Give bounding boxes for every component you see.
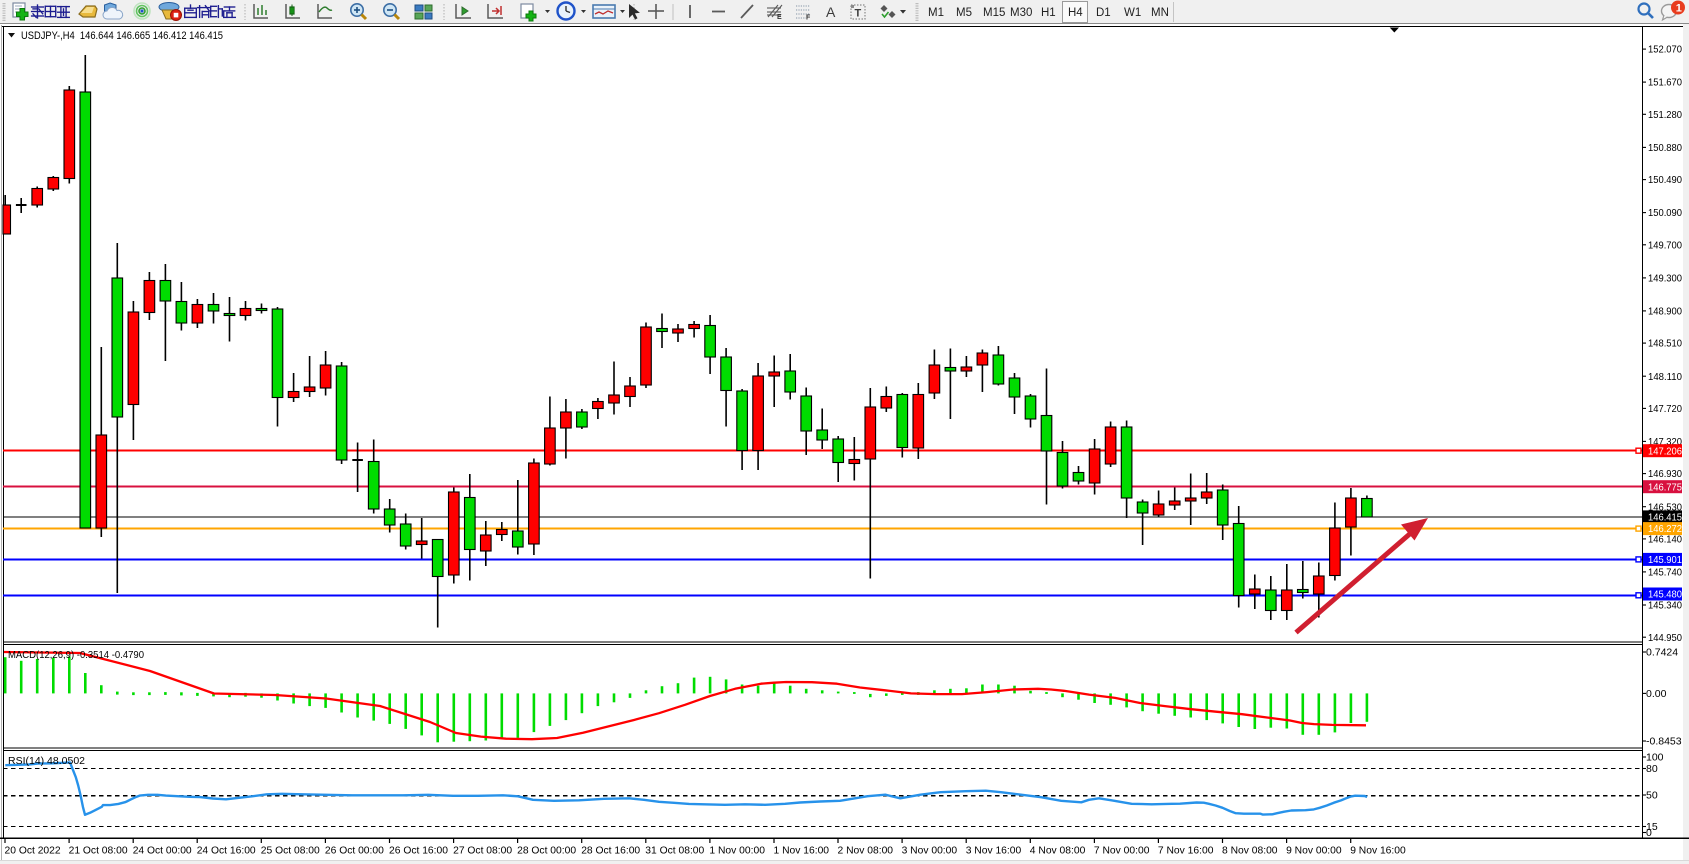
svg-text:146.775: 146.775: [1648, 481, 1682, 493]
svg-text:145.901: 145.901: [1648, 554, 1682, 566]
svg-text:145.480: 145.480: [1648, 589, 1682, 601]
svg-text:3 Nov 00:00: 3 Nov 00:00: [902, 846, 958, 857]
svg-text:50: 50: [1646, 790, 1658, 802]
svg-text:147.720: 147.720: [1648, 403, 1682, 415]
svg-text:28 Oct 00:00: 28 Oct 00:00: [517, 846, 576, 857]
svg-text:31 Oct 08:00: 31 Oct 08:00: [645, 846, 704, 857]
svg-text:1 Nov 16:00: 1 Nov 16:00: [774, 846, 830, 857]
svg-text:M15: M15: [983, 7, 1005, 19]
svg-text:148.110: 148.110: [1648, 371, 1682, 383]
svg-text:25 Oct 08:00: 25 Oct 08:00: [261, 846, 320, 857]
svg-text:146.530: 146.530: [1648, 501, 1682, 513]
svg-text:150.490: 150.490: [1648, 174, 1682, 186]
svg-text:26 Oct 00:00: 26 Oct 00:00: [325, 846, 384, 857]
svg-text:146.930: 146.930: [1648, 468, 1682, 480]
svg-text:H1: H1: [1041, 7, 1056, 19]
svg-text:149.700: 149.700: [1648, 239, 1682, 251]
svg-text:0: 0: [1646, 827, 1652, 839]
svg-text:24 Oct 00:00: 24 Oct 00:00: [133, 846, 192, 857]
svg-text:0.7424: 0.7424: [1646, 647, 1678, 659]
svg-text:151.670: 151.670: [1648, 77, 1682, 89]
svg-text:150.880: 150.880: [1648, 142, 1682, 154]
svg-text:152.070: 152.070: [1648, 44, 1682, 56]
svg-text:147.206: 147.206: [1648, 445, 1682, 457]
svg-text:MN: MN: [1151, 7, 1169, 19]
svg-text:2 Nov 08:00: 2 Nov 08:00: [838, 846, 894, 857]
svg-text:0.00: 0.00: [1646, 688, 1667, 700]
svg-text:149.300: 149.300: [1648, 273, 1682, 285]
svg-text:M30: M30: [1010, 7, 1032, 19]
svg-text:26 Oct 16:00: 26 Oct 16:00: [389, 846, 448, 857]
svg-text:28 Oct 16:00: 28 Oct 16:00: [581, 846, 640, 857]
svg-text:148.900: 148.900: [1648, 306, 1682, 318]
svg-text:145.340: 145.340: [1648, 600, 1682, 612]
svg-text:145.740: 145.740: [1648, 567, 1682, 579]
svg-text:W1: W1: [1124, 7, 1141, 19]
svg-text:146.140: 146.140: [1648, 534, 1682, 546]
svg-text:9 Nov 00:00: 9 Nov 00:00: [1286, 846, 1342, 857]
svg-text:-0.8453: -0.8453: [1646, 736, 1682, 748]
svg-text:150.090: 150.090: [1648, 207, 1682, 219]
svg-text:100: 100: [1646, 752, 1664, 764]
svg-text:9 Nov 16:00: 9 Nov 16:00: [1350, 846, 1406, 857]
svg-text:A: A: [826, 4, 836, 20]
svg-text:7 Nov 16:00: 7 Nov 16:00: [1158, 846, 1214, 857]
svg-text:USDJPY-,H4 146.644 146.665 14: USDJPY-,H4 146.644 146.665 146.412 146.4…: [21, 30, 223, 42]
svg-text:1 Nov 00:00: 1 Nov 00:00: [709, 846, 765, 857]
svg-text:7 Nov 00:00: 7 Nov 00:00: [1094, 846, 1150, 857]
svg-text:80: 80: [1646, 763, 1658, 775]
svg-text:8 Nov 08:00: 8 Nov 08:00: [1222, 846, 1278, 857]
svg-text:151.280: 151.280: [1648, 109, 1682, 121]
svg-text:146.415: 146.415: [1648, 512, 1682, 524]
svg-text:3 Nov 16:00: 3 Nov 16:00: [966, 846, 1022, 857]
svg-text:T: T: [855, 8, 862, 20]
svg-text:M5: M5: [956, 7, 972, 19]
svg-text:146.272: 146.272: [1648, 523, 1682, 535]
svg-text:1: 1: [1676, 3, 1682, 15]
svg-text:D1: D1: [1096, 7, 1111, 19]
svg-text:21 Oct 08:00: 21 Oct 08:00: [69, 846, 128, 857]
svg-text:27 Oct 08:00: 27 Oct 08:00: [453, 846, 512, 857]
svg-text:F: F: [806, 15, 811, 22]
svg-text:148.510: 148.510: [1648, 338, 1682, 350]
svg-text:15: 15: [1646, 821, 1658, 833]
svg-text:E: E: [777, 14, 782, 21]
svg-text:MACD(12,26,9) -0.3514 -0.4790: MACD(12,26,9) -0.3514 -0.4790: [8, 649, 144, 661]
svg-text:24 Oct 16:00: 24 Oct 16:00: [197, 846, 256, 857]
svg-text:RSI(14) 48.0502: RSI(14) 48.0502: [8, 755, 85, 767]
svg-text:144.950: 144.950: [1648, 632, 1682, 644]
svg-text:H4: H4: [1068, 7, 1083, 19]
svg-text:20 Oct 2022: 20 Oct 2022: [5, 846, 61, 857]
svg-text:M1: M1: [928, 7, 944, 19]
svg-text:4 Nov 08:00: 4 Nov 08:00: [1030, 846, 1086, 857]
